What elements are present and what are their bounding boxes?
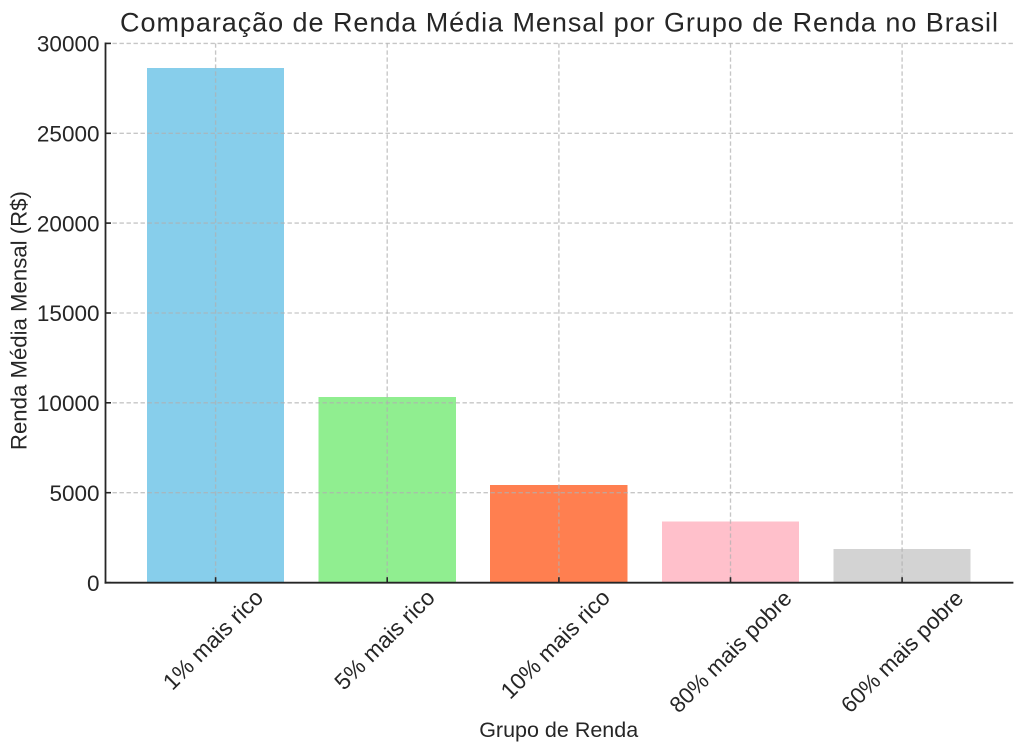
svg-text:0: 0 bbox=[87, 571, 100, 596]
svg-text:25000: 25000 bbox=[37, 122, 100, 147]
svg-text:10000: 10000 bbox=[37, 391, 100, 416]
svg-text:Comparação de Renda Média Mens: Comparação de Renda Média Mensal por Gru… bbox=[120, 8, 999, 38]
svg-text:15000: 15000 bbox=[37, 301, 100, 326]
svg-text:Renda Média Mensal (R$): Renda Média Mensal (R$) bbox=[7, 191, 32, 450]
svg-text:Grupo de Renda: Grupo de Renda bbox=[479, 718, 638, 742]
svg-text:30000: 30000 bbox=[37, 32, 100, 57]
svg-text:20000: 20000 bbox=[37, 211, 100, 236]
svg-text:5000: 5000 bbox=[49, 481, 99, 506]
